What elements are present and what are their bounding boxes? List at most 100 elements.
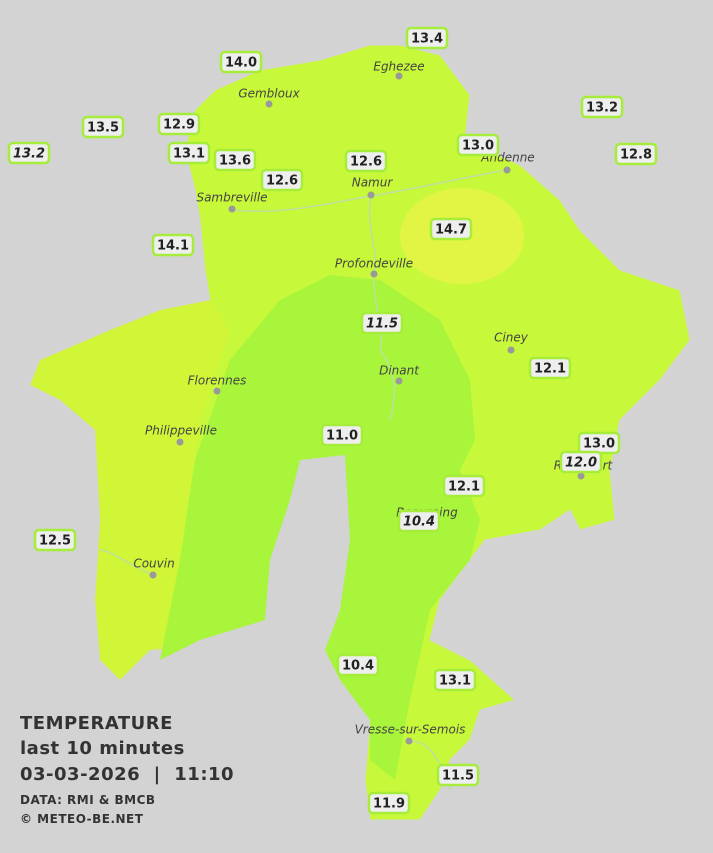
station-box: [320, 423, 364, 447]
station: 13.2: [580, 95, 624, 119]
station-box: [360, 311, 404, 335]
station-value: 13.2: [13, 147, 45, 162]
station-box: [442, 474, 486, 498]
station: 12.5: [33, 528, 77, 552]
station-value: 14.1: [157, 239, 189, 254]
station-box: [167, 141, 211, 165]
station: 12.0: [559, 450, 603, 474]
station-value: 10.4: [403, 515, 435, 530]
cool-zone: [160, 275, 480, 780]
legend-datetime: 03-03-2026 | 11:10: [20, 764, 234, 785]
station-value: 12.8: [620, 148, 652, 163]
station-box: [528, 356, 572, 380]
station-box: [151, 233, 195, 257]
station: 14.7: [429, 217, 473, 241]
city-label: Eghezee: [373, 60, 424, 74]
station-box: [405, 26, 449, 50]
city-label: Namur: [352, 176, 394, 190]
legend-copyright: © METEO-BE.NET: [20, 812, 144, 826]
station-value: 12.5: [39, 534, 71, 549]
station-value: 11.9: [373, 797, 405, 812]
station: 13.2: [7, 141, 51, 165]
station-value: 13.5: [87, 121, 119, 136]
station-box: [367, 791, 411, 815]
station: 14.0: [219, 50, 263, 74]
city-dot: [577, 472, 585, 480]
station: 13.0: [456, 133, 500, 157]
city-dot: [503, 166, 511, 174]
station: 10.4: [336, 653, 380, 677]
station-value: 13.0: [583, 437, 615, 452]
legend: TEMPERATURE last 10 minutes 03-03-2026 |…: [20, 713, 234, 826]
city-label: Sambreville: [196, 191, 267, 205]
station: 13.6: [213, 148, 257, 172]
city-label: Vresse-sur-Semois: [355, 723, 466, 737]
station: 13.4: [405, 26, 449, 50]
city-label: Ciney: [494, 331, 529, 345]
station: 14.1: [151, 233, 195, 257]
station-box: [456, 133, 500, 157]
station-box: [614, 142, 658, 166]
station-value: 13.0: [462, 139, 494, 154]
station: 11.5: [436, 763, 480, 787]
city-label: Dinant: [379, 364, 420, 378]
station-box: [213, 148, 257, 172]
station: 12.6: [260, 168, 304, 192]
station-box: [397, 509, 441, 533]
station-value: 13.2: [586, 101, 618, 116]
west-zone: [30, 300, 230, 680]
station: 13.0: [577, 431, 621, 455]
station-value: 11.5: [366, 317, 398, 332]
station-box: [260, 168, 304, 192]
city-dot: [265, 100, 273, 108]
station: 13.1: [433, 668, 477, 692]
station-box: [429, 217, 473, 241]
station-value: 14.7: [435, 223, 467, 238]
station-value: 13.4: [411, 32, 443, 47]
city-dot: [149, 571, 157, 579]
station-box: [7, 141, 51, 165]
station-box: [157, 112, 201, 136]
station: 12.9: [157, 112, 201, 136]
city-dot: [367, 191, 375, 199]
city-dot: [395, 377, 403, 385]
station: 11.9: [367, 791, 411, 815]
station-value: 11.0: [326, 429, 358, 444]
legend-title: TEMPERATURE: [20, 713, 173, 734]
station-box: [336, 653, 380, 677]
station-box: [33, 528, 77, 552]
city-label: Gembloux: [238, 87, 300, 101]
station: 12.1: [442, 474, 486, 498]
station: 11.0: [320, 423, 364, 447]
station-value: 12.6: [266, 174, 298, 189]
station-box: [580, 95, 624, 119]
city-dot: [370, 270, 378, 278]
station-value: 11.5: [442, 769, 474, 784]
city-dot: [228, 205, 236, 213]
city-dot: [395, 72, 403, 80]
station-value: 14.0: [225, 56, 257, 71]
station: 12.8: [614, 142, 658, 166]
city-label: Couvin: [133, 557, 174, 571]
station: 12.1: [528, 356, 572, 380]
station-value: 13.6: [219, 154, 251, 169]
station: 13.1: [167, 141, 211, 165]
city-label: Profondeville: [335, 257, 413, 271]
station-value: 12.6: [350, 155, 382, 170]
station-box: [433, 668, 477, 692]
city-dot: [213, 387, 221, 395]
city-dot: [507, 346, 515, 354]
city-dot: [176, 438, 184, 446]
station-value: 12.1: [534, 362, 566, 377]
legend-source: DATA: RMI & BMCB: [20, 793, 156, 807]
station-value: 13.1: [439, 674, 471, 689]
station-box: [436, 763, 480, 787]
city-label: Florennes: [188, 374, 247, 388]
station: 12.6: [344, 149, 388, 173]
station-box: [559, 450, 603, 474]
station: 13.5: [81, 115, 125, 139]
station-box: [81, 115, 125, 139]
station-box: [219, 50, 263, 74]
station-value: 10.4: [342, 659, 374, 674]
